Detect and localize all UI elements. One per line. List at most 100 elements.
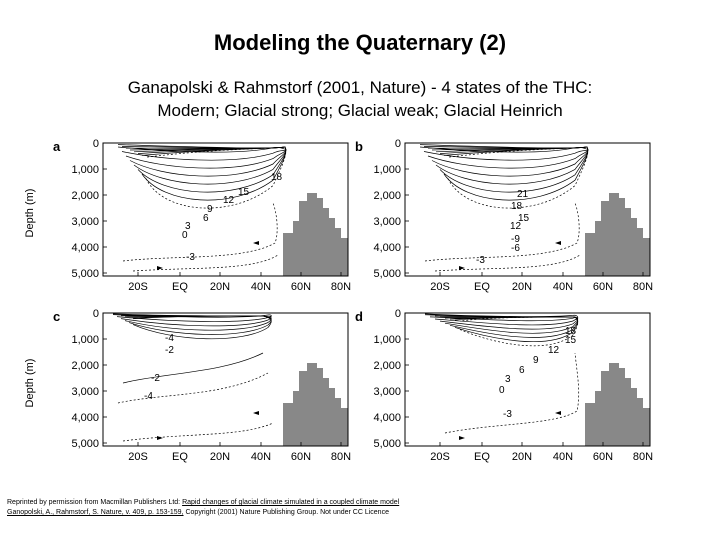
x-tick-label: EQ (474, 451, 490, 463)
contour-label: 6 (203, 213, 209, 224)
contour-label: 9 (533, 355, 539, 366)
x-tick-label: 80N (331, 281, 351, 293)
panel-c: c 0 1,000 2,000 3,000 4,000 5,000 20S EQ 20N 40N 60… (24, 308, 351, 463)
y-tick-label: 1,000 (71, 334, 99, 346)
flow-arrow (555, 411, 561, 415)
flow-arrow (157, 436, 163, 440)
panel-label: b (355, 139, 363, 154)
x-tick-label: 60N (291, 451, 311, 463)
contour-label: 18 (511, 201, 523, 212)
x-tick-label: 60N (593, 281, 613, 293)
y-tick-label: 3,000 (373, 386, 401, 398)
x-tick-label: 20N (512, 281, 532, 293)
y-tick-label: 3,000 (71, 386, 99, 398)
x-tick-label: 20S (128, 451, 148, 463)
x-tick-label: 60N (593, 451, 613, 463)
credit-text: Reprinted by permission from Macmillan P… (7, 498, 707, 518)
panel-frame (404, 142, 651, 277)
credit-link-line2: Ganopolski, A., Rahmstorf, S. Nature, v.… (7, 509, 184, 516)
contour-label: 6 (519, 365, 525, 376)
contour-label: -9 (511, 234, 520, 245)
contour-line (122, 202, 278, 262)
contour-label: 12 (548, 345, 560, 356)
contour-label: 18 (271, 172, 283, 183)
contour-label: 15 (238, 187, 250, 198)
y-tick-label: 4,000 (71, 412, 99, 424)
contour-line (424, 202, 580, 262)
y-tick-label: 2,000 (373, 190, 401, 202)
streamfunction-contours (117, 144, 287, 272)
contour-label: -4 (144, 391, 153, 402)
contour-label: -2 (165, 345, 174, 356)
y-tick-label: 3,000 (373, 216, 401, 228)
contour-label: -3 (503, 409, 512, 420)
y-tick-label: 4,000 (71, 242, 99, 254)
x-tick-label: 20N (210, 451, 230, 463)
subtitle-line-2: Modern; Glacial strong; Glacial weak; Gl… (157, 101, 563, 120)
contour-label: -3 (186, 252, 195, 263)
contour-line (444, 352, 580, 434)
panel-label: c (53, 309, 60, 324)
credit-prefix: Reprinted by permission from Macmillan P… (7, 499, 183, 506)
contour-label: 0 (182, 230, 188, 241)
contour-label: 21 (517, 189, 529, 200)
y-tick-label: 1,000 (373, 334, 401, 346)
y-tick-label: 4,000 (373, 242, 401, 254)
flow-arrow (459, 266, 465, 270)
topography-blocks (575, 363, 650, 446)
contour-label: -4 (165, 333, 174, 344)
contour-label: -2 (151, 373, 160, 384)
x-tick-label: EQ (172, 451, 188, 463)
contour-line (122, 352, 264, 384)
y-tick-label: 2,000 (71, 360, 99, 372)
x-tick-label: 40N (553, 451, 573, 463)
contour-line (443, 146, 589, 201)
credit-link[interactable]: Rapid changes of glacial climate simulat… (7, 499, 399, 516)
x-tick-label: 20S (430, 281, 450, 293)
flow-arrow (555, 241, 561, 245)
contour-line (141, 146, 287, 201)
x-tick-label: 20N (210, 281, 230, 293)
y-tick-label: 4,000 (373, 412, 401, 424)
y-tick-label: 2,000 (373, 360, 401, 372)
x-tick-label: 20N (512, 451, 532, 463)
contour-line (434, 254, 581, 272)
contour-label: 3 (505, 374, 511, 385)
flow-arrow (253, 411, 259, 415)
contour-label: 15 (565, 335, 577, 346)
flow-arrow (157, 266, 163, 270)
contour-line (439, 146, 589, 193)
x-tick-label: EQ (474, 281, 490, 293)
y-tick-label: 5,000 (71, 438, 99, 450)
x-tick-label: 60N (291, 281, 311, 293)
y-tick-label: 1,000 (71, 164, 99, 176)
flow-arrow (459, 436, 465, 440)
x-tick-label: 80N (633, 281, 653, 293)
contour-label: -6 (511, 243, 520, 254)
panel-b: b 0 1,000 2,000 3,000 4,000 5,000 20S EQ 20N 40N 60… (355, 138, 653, 293)
streamfunction-contours (424, 313, 580, 434)
x-tick-label: EQ (172, 281, 188, 293)
x-tick-label: 40N (251, 281, 271, 293)
y-tick-label: 0 (93, 138, 99, 150)
topography-blocks (575, 193, 650, 276)
y-tick-label: 1,000 (373, 164, 401, 176)
contour-line (122, 422, 274, 442)
y-tick-label: 5,000 (373, 438, 401, 450)
topography-blocks (273, 363, 348, 446)
x-tick-label: 20S (128, 281, 148, 293)
x-tick-label: 40N (251, 451, 271, 463)
contour-line (145, 146, 287, 209)
contour-line (459, 316, 579, 347)
x-tick-label: 80N (633, 451, 653, 463)
panel-frame (404, 312, 651, 447)
contour-label: 9 (207, 204, 213, 215)
streamfunction-contours (112, 313, 274, 442)
panel-frame (102, 312, 349, 447)
x-tick-label: 80N (331, 451, 351, 463)
contour-line (133, 146, 287, 185)
contour-line (132, 254, 279, 272)
contour-line (132, 315, 272, 340)
panel-label: d (355, 309, 363, 324)
